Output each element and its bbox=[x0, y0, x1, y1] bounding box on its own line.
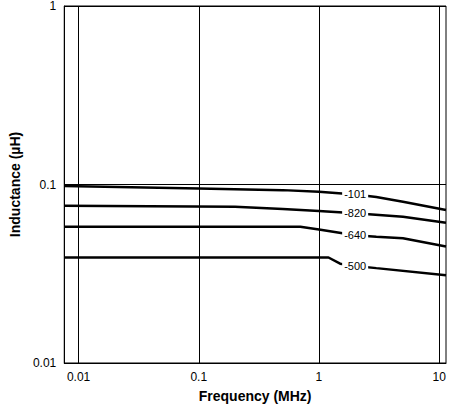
svg-text:Frequency (MHz): Frequency (MHz) bbox=[199, 388, 312, 404]
svg-text:1: 1 bbox=[50, 0, 57, 13]
svg-text:-640: -640 bbox=[344, 229, 366, 241]
svg-text:-500: -500 bbox=[344, 260, 366, 272]
svg-text:Inductance (µH): Inductance (µH) bbox=[7, 132, 23, 237]
svg-text:10: 10 bbox=[432, 370, 446, 384]
svg-text:-101: -101 bbox=[344, 188, 366, 200]
svg-text:0.1: 0.1 bbox=[190, 370, 207, 384]
svg-text:-820: -820 bbox=[344, 207, 366, 219]
svg-text:1: 1 bbox=[316, 370, 323, 384]
svg-text:0.01: 0.01 bbox=[67, 370, 91, 384]
svg-text:0.1: 0.1 bbox=[40, 178, 57, 192]
svg-text:0.01: 0.01 bbox=[33, 356, 57, 370]
